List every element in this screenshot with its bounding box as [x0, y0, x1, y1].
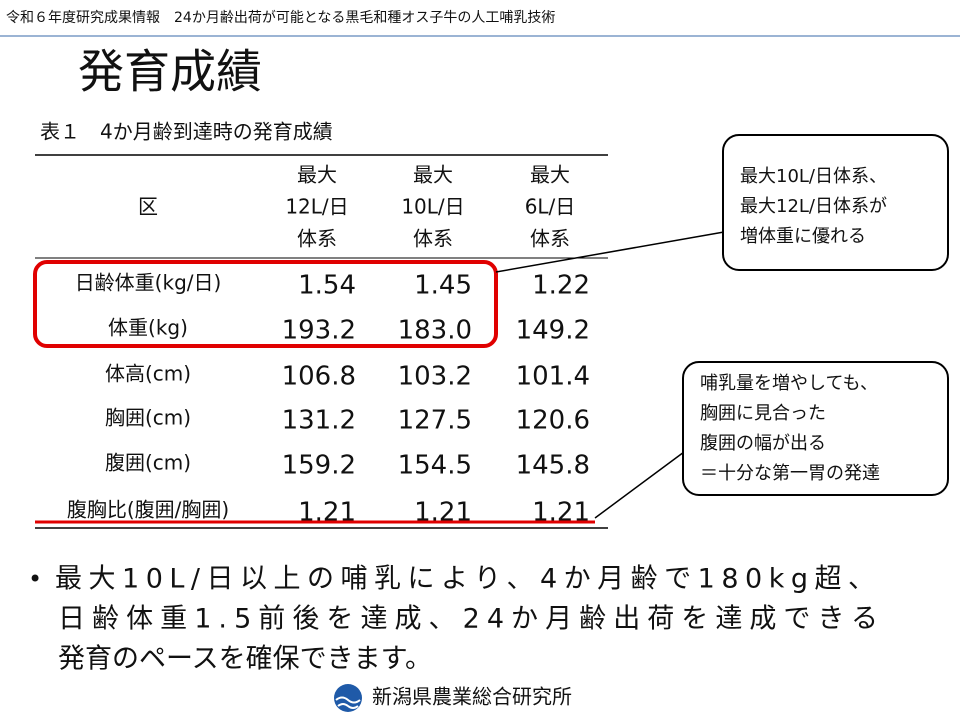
footer-organization: 新潟県農業総合研究所: [372, 685, 572, 709]
callout-box: [682, 361, 949, 496]
cell-value: 120.6: [516, 406, 590, 436]
column-header: 6L/日: [525, 195, 576, 219]
cell-value: 103.2: [398, 362, 472, 392]
header-title: 令和６年度研究成果情報 24か月齢出荷が可能となる黒毛和種オス子牛の人工哺乳技術: [6, 10, 555, 26]
column-header: 体系: [413, 227, 453, 251]
row-label: 腹胸比(腹囲/胸囲): [67, 498, 229, 522]
cell-value: 154.5: [398, 451, 472, 481]
row-label: 日齢体重(kg/日): [75, 271, 222, 295]
cell-value: 1.22: [532, 271, 590, 301]
callout-pointer: [495, 231, 725, 273]
cell-value: 149.2: [516, 316, 590, 346]
cell-value: 101.4: [516, 362, 590, 392]
column-header: 体系: [530, 227, 570, 251]
callout-text: 胸囲に見合った: [700, 403, 826, 424]
cell-value: 145.8: [516, 451, 590, 481]
bullet-text: 最大10L/日以上の哺乳により、4か月齢で180kg超、: [55, 564, 875, 595]
table-caption: 表１ 4か月齢到達時の発育成績: [40, 120, 333, 144]
cell-value: 1.21: [298, 498, 356, 528]
cell-value: 159.2: [282, 451, 356, 481]
callout-box: [722, 134, 949, 271]
column-header: 最大: [297, 163, 337, 187]
cell-value: 1.21: [532, 498, 590, 528]
cell-value: 1.21: [414, 498, 472, 528]
bullet-text: 発育のペースを確保できます。: [58, 644, 432, 675]
callout-text: 最大12L/日体系が: [740, 196, 887, 217]
cell-value: 193.2: [282, 316, 356, 346]
bullet-marker: •: [28, 565, 42, 593]
highlight-box: [33, 260, 498, 348]
cell-value: 127.5: [398, 406, 472, 436]
cell-value: 1.45: [414, 271, 472, 301]
column-header: 最大: [530, 163, 570, 187]
row-label: 腹囲(cm): [105, 451, 191, 475]
callout-pointer: [594, 451, 685, 519]
row-label: 胸囲(cm): [105, 406, 191, 430]
cell-value: 1.54: [298, 271, 356, 301]
logo: [334, 684, 362, 712]
callout-text: ＝十分な第一胃の発達: [700, 463, 880, 484]
cell-value: 131.2: [282, 406, 356, 436]
callout-text: 哺乳量を増やしても、: [700, 373, 878, 394]
column-header: 12L/日: [285, 195, 348, 219]
row-label: 体高(cm): [105, 362, 191, 386]
cell-value: 183.0: [398, 316, 472, 346]
bullet-text: 日齢体重1.5前後を達成、24か月齢出荷を達成できる: [58, 604, 878, 635]
column-header: 最大: [413, 163, 453, 187]
row-label: 体重(kg): [108, 316, 188, 340]
cell-value: 106.8: [282, 362, 356, 392]
column-header: 区: [138, 195, 158, 219]
callout-text: 増体重に優れる: [740, 226, 866, 247]
slide-title: 発育成績: [78, 45, 262, 99]
callout-text: 腹囲の幅が出る: [700, 433, 826, 454]
column-header: 体系: [297, 227, 337, 251]
column-header: 10L/日: [401, 195, 464, 219]
callout-text: 最大10L/日体系、: [740, 166, 887, 187]
